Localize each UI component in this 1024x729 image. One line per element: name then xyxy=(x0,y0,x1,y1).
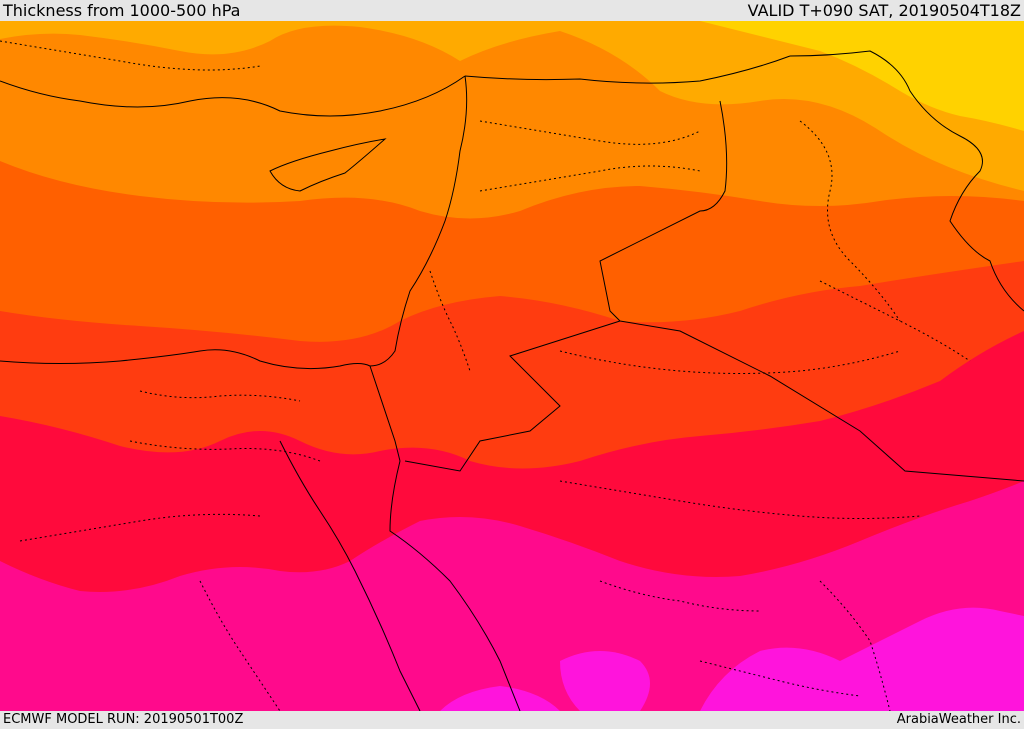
footer-bar: ECMWF MODEL RUN: 20190501T00Z ArabiaWeat… xyxy=(0,711,1024,729)
band-8-south xyxy=(440,686,560,711)
valid-time: VALID T+090 SAT, 20190504T18Z xyxy=(747,1,1021,20)
thickness-map[interactable] xyxy=(0,21,1024,711)
band-8-center xyxy=(560,651,650,711)
band-8-east xyxy=(700,607,1024,711)
country-borders xyxy=(0,50,1024,711)
map-title: Thickness from 1000-500 hPa xyxy=(3,1,241,20)
map-canvas xyxy=(0,21,1024,711)
credit: ArabiaWeather Inc. xyxy=(896,712,1021,727)
model-run: ECMWF MODEL RUN: 20190501T00Z xyxy=(3,712,244,727)
header-bar: Thickness from 1000-500 hPa VALID T+090 … xyxy=(0,0,1024,21)
internal-borders xyxy=(0,40,971,711)
band-1 xyxy=(700,21,1024,131)
